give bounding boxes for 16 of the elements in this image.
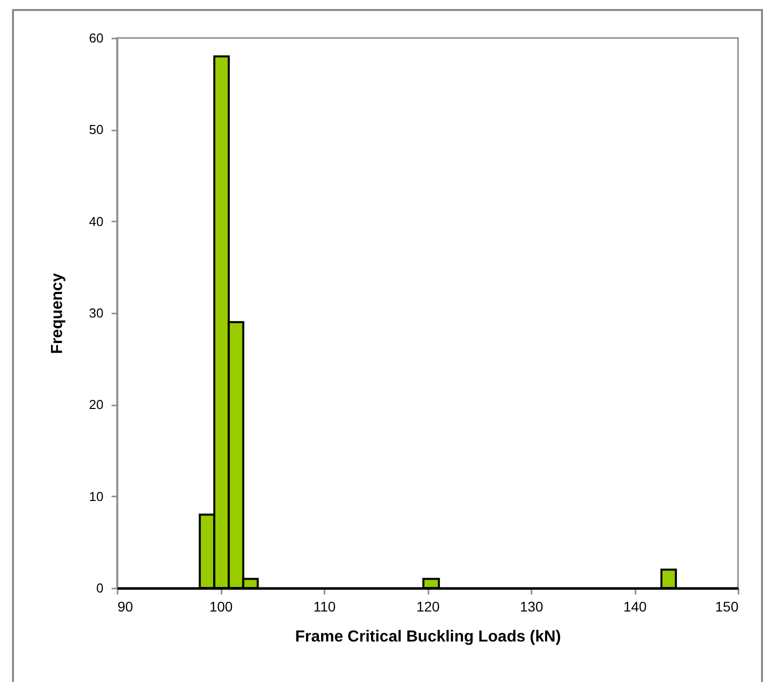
y-axis-title: Frequency: [49, 272, 66, 354]
x-tick-label: 120: [416, 598, 440, 614]
y-tick-label: 60: [89, 30, 104, 46]
y-tick-label: 0: [96, 580, 104, 596]
y-tick-label: 30: [89, 306, 104, 320]
y-tick-label: 50: [89, 122, 104, 138]
y-tick-label: 20: [89, 397, 104, 412]
x-tick-label: 150: [715, 598, 739, 614]
x-tick-label: 140: [623, 598, 647, 614]
x-tick-label: 100: [209, 598, 233, 614]
x-tick-label: 110: [313, 598, 336, 614]
y-tick-label: 10: [89, 488, 104, 504]
x-tick-label: 90: [118, 598, 134, 614]
x-tick-label: 130: [520, 598, 544, 614]
y-tick-label: 40: [89, 214, 104, 229]
x-axis-title: Frame Critical Buckling Loads (kN): [295, 628, 561, 646]
